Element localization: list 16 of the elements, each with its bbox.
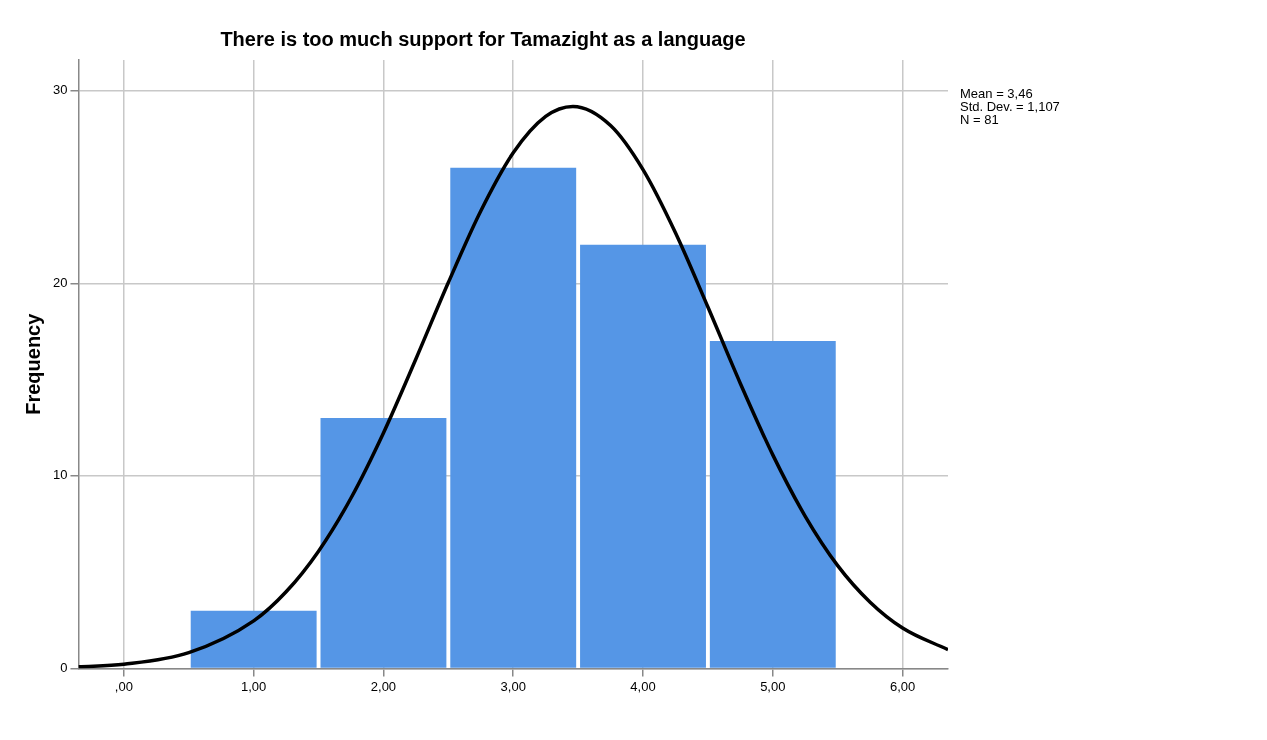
- x-tick-label: 1,00: [241, 678, 267, 694]
- y-tick-label: 0: [60, 659, 68, 675]
- chart-title: There is too much support for Tamazight as a language: [220, 27, 746, 50]
- x-tick-label: 4,00: [630, 678, 656, 694]
- text: Mean = 3,46: [960, 86, 1033, 102]
- text: N = 81: [960, 112, 999, 128]
- y-axis-title: Frequency: [21, 312, 44, 415]
- x-tick-label: 5,00: [760, 678, 786, 694]
- x-tick-label: 6,00: [889, 678, 916, 694]
- text: Std. Dev. = 1,107: [960, 99, 1060, 115]
- y-tick-label: 10: [52, 467, 68, 483]
- x-tick-label: 3,00: [500, 678, 526, 694]
- x-tick-label: 2,00: [370, 678, 397, 694]
- y-tick-label: 30: [52, 82, 68, 98]
- y-tick-label: 20: [52, 274, 68, 290]
- x-tick-label: ,00: [114, 678, 133, 694]
